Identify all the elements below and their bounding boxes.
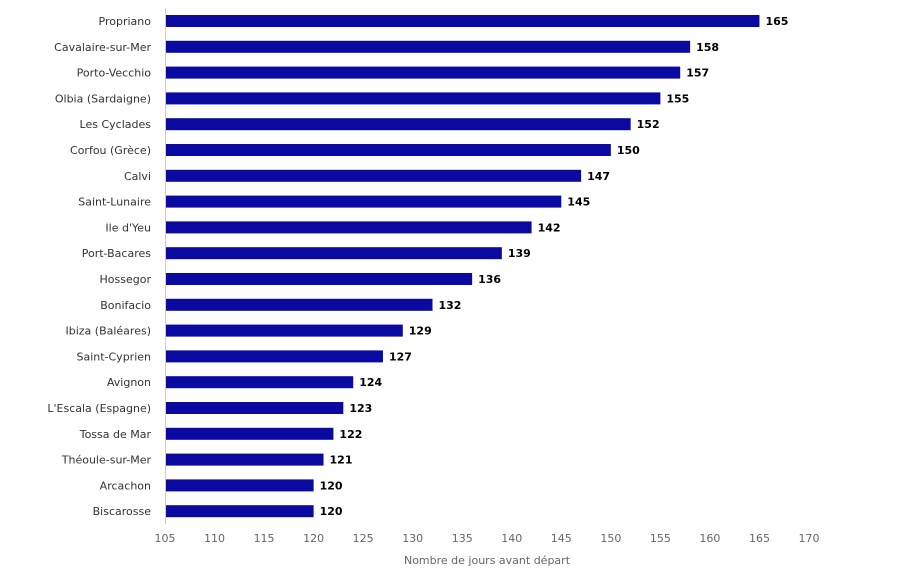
- x-tick-label: 150: [600, 532, 621, 545]
- category-label: Cavalaire-sur-Mer: [54, 41, 151, 54]
- bar: [165, 505, 314, 518]
- bar: [165, 427, 334, 440]
- bar: [165, 402, 344, 414]
- category-label: Olbia (Sardaigne): [55, 92, 151, 105]
- category-label: Théoule-sur-Mer: [61, 454, 152, 467]
- x-tick-label: 110: [204, 532, 225, 545]
- bars-layer: [165, 15, 760, 518]
- category-label: Arcachon: [100, 479, 151, 492]
- x-tick-label: 105: [155, 532, 176, 545]
- x-tick-label: 170: [799, 532, 820, 545]
- x-tick-labels: 105 110 115 120 125 130 135 140 145 150 155 160 165 1…: [155, 532, 820, 545]
- bar: [165, 15, 760, 27]
- data-labels: 165 158 157 155 152 150 147 145 142 139 136 132 129 1…: [320, 15, 789, 518]
- data-label: 152: [637, 118, 660, 131]
- data-label: 121: [330, 454, 353, 467]
- category-label: Calvi: [124, 170, 151, 183]
- category-label: Saint-Cyprien: [76, 350, 151, 363]
- data-label: 136: [478, 273, 501, 286]
- data-label: 120: [320, 505, 343, 518]
- category-label: Tossa de Mar: [79, 428, 152, 441]
- x-tick-label: 155: [650, 532, 671, 545]
- data-label: 120: [320, 479, 343, 492]
- category-label: Biscarosse: [93, 505, 152, 518]
- category-label: Bonifacio: [100, 299, 151, 312]
- data-label: 127: [389, 350, 412, 363]
- x-tick-label: 160: [699, 532, 720, 545]
- category-label: Ibiza (Baléares): [65, 325, 151, 338]
- category-label: Propriano: [99, 15, 152, 28]
- data-label: 147: [587, 170, 610, 183]
- category-labels: Propriano Cavalaire-sur-Mer Porto-Vecchio O…: [47, 15, 151, 518]
- bar: [165, 479, 314, 492]
- data-label: 142: [538, 221, 561, 234]
- category-label: Port-Bacares: [82, 247, 152, 260]
- data-label: 150: [617, 144, 640, 157]
- data-label: 124: [359, 376, 382, 389]
- bar: [165, 324, 403, 337]
- bar: [165, 92, 661, 105]
- x-axis-title: Nombre de jours avant départ: [404, 554, 571, 567]
- category-label: Corfou (Grèce): [70, 144, 151, 157]
- category-label: Avignon: [107, 376, 151, 389]
- x-tick-label: 115: [254, 532, 275, 545]
- bar: [165, 350, 383, 363]
- bar: [165, 273, 473, 285]
- bar: [165, 453, 324, 466]
- bar: [165, 195, 562, 208]
- bar: [165, 221, 532, 234]
- x-tick-label: 165: [749, 532, 770, 545]
- data-label: 165: [765, 15, 788, 28]
- bar: [165, 247, 502, 260]
- x-tick-label: 140: [501, 532, 522, 545]
- x-tick-label: 135: [452, 532, 473, 545]
- data-label: 129: [409, 325, 432, 338]
- x-tick-label: 130: [402, 532, 423, 545]
- category-label: L'Escala (Espagne): [47, 402, 151, 415]
- data-label: 145: [567, 196, 590, 209]
- x-tick-label: 125: [353, 532, 374, 545]
- data-label: 132: [439, 299, 462, 312]
- bar: [165, 40, 691, 53]
- x-tick-label: 145: [551, 532, 572, 545]
- bar: [165, 118, 631, 131]
- category-label: Ile d'Yeu: [105, 221, 151, 234]
- category-label: Saint-Lunaire: [78, 196, 151, 209]
- x-tick-label: 120: [303, 532, 324, 545]
- data-label: 139: [508, 247, 531, 260]
- bar: [165, 376, 354, 389]
- bar: [165, 144, 611, 156]
- category-label: Porto-Vecchio: [77, 67, 152, 80]
- data-label: 157: [686, 67, 709, 80]
- category-label: Les Cyclades: [80, 118, 152, 131]
- data-label: 155: [666, 92, 689, 105]
- data-label: 123: [349, 402, 372, 415]
- data-label: 158: [696, 41, 719, 54]
- category-label: Hossegor: [100, 273, 152, 286]
- bar: [165, 66, 681, 79]
- bar: [165, 169, 582, 182]
- data-label: 122: [339, 428, 362, 441]
- bar: [165, 298, 433, 311]
